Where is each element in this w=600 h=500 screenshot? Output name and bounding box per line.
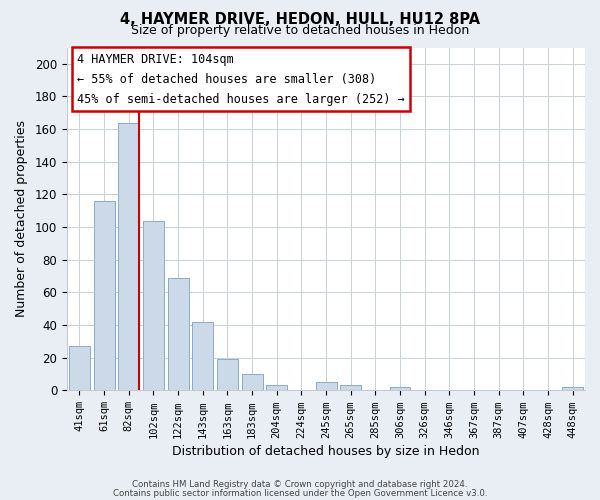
Text: Contains HM Land Registry data © Crown copyright and database right 2024.: Contains HM Land Registry data © Crown c…	[132, 480, 468, 489]
Bar	[389, 387, 410, 390]
Bar	[340, 386, 361, 390]
Bar	[94, 201, 115, 390]
X-axis label: Distribution of detached houses by size in Hedon: Distribution of detached houses by size …	[172, 444, 480, 458]
Bar	[69, 346, 90, 391]
Bar	[266, 386, 287, 390]
Text: Contains public sector information licensed under the Open Government Licence v3: Contains public sector information licen…	[113, 488, 487, 498]
Text: 4, HAYMER DRIVE, HEDON, HULL, HU12 8PA: 4, HAYMER DRIVE, HEDON, HULL, HU12 8PA	[120, 12, 480, 28]
Y-axis label: Number of detached properties: Number of detached properties	[15, 120, 28, 318]
Bar	[217, 360, 238, 390]
Bar	[143, 220, 164, 390]
Bar	[242, 374, 263, 390]
Bar	[192, 322, 213, 390]
Bar	[118, 122, 139, 390]
Bar	[316, 382, 337, 390]
Text: Size of property relative to detached houses in Hedon: Size of property relative to detached ho…	[131, 24, 469, 37]
Text: 4 HAYMER DRIVE: 104sqm
← 55% of detached houses are smaller (308)
45% of semi-de: 4 HAYMER DRIVE: 104sqm ← 55% of detached…	[77, 52, 405, 106]
Bar	[167, 278, 188, 390]
Bar	[562, 387, 583, 390]
